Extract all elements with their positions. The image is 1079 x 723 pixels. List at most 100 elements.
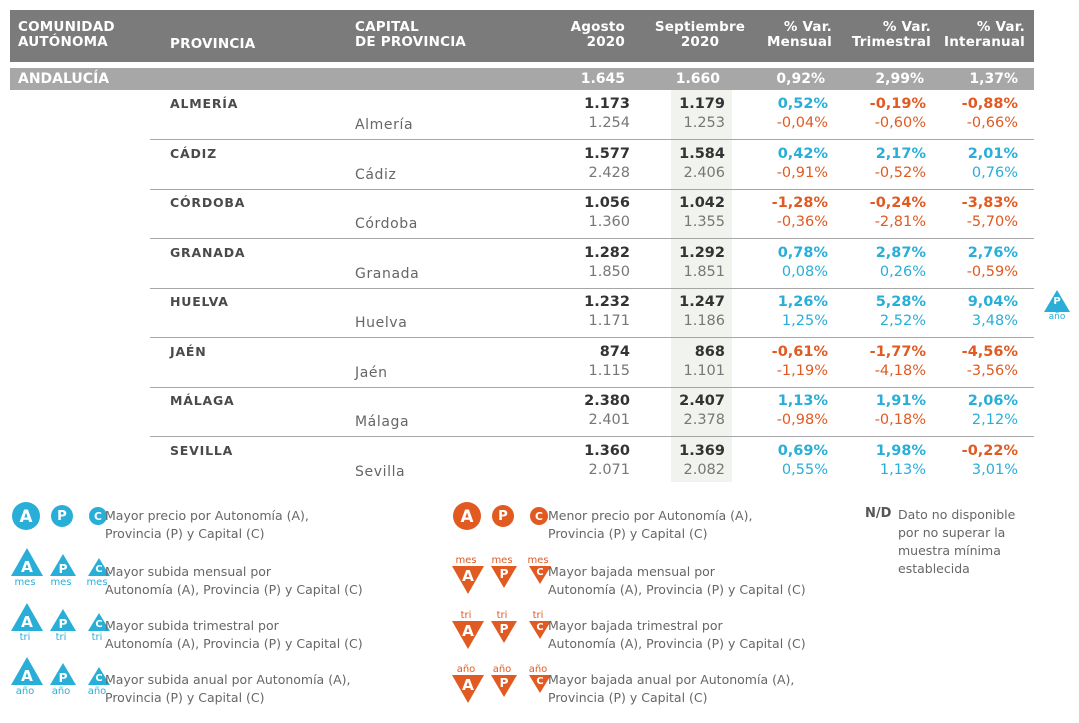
capital-agosto: 2.428 — [588, 164, 630, 181]
side-icon-caption: año — [1048, 312, 1066, 322]
capital-var-interanual: -0,66% — [966, 115, 1018, 131]
province-var-mensual: 0,52% — [777, 96, 828, 112]
capital-var-interanual: 3,48% — [971, 313, 1018, 329]
icon-letter: C — [95, 619, 103, 631]
province-septiembre: 1.247 — [679, 294, 725, 310]
province-var-mensual: 1,26% — [777, 294, 828, 310]
province-name: CÁDIZ — [170, 145, 217, 161]
icon-caption: año — [456, 664, 476, 675]
icon-letter: C — [95, 673, 103, 685]
icon-caption: tri — [532, 610, 544, 621]
side-triangle-icon: P año — [1044, 290, 1070, 322]
province-var-mensual: 0,69% — [777, 442, 828, 459]
province-septiembre: 1.369 — [679, 442, 725, 459]
table-row: JAÉN Jaén 874 868 1.115 1.101 -0,61% -1,77% -4,5… — [150, 339, 1034, 388]
circle-c-icon: C — [525, 500, 555, 530]
capital-septiembre: 1.253 — [683, 115, 725, 131]
icon-letter: C — [95, 564, 103, 576]
nd-label: N/D — [865, 506, 892, 521]
legend-min-month: Mayor bajada mensual por Autonomía (A), … — [548, 564, 806, 597]
province-var-interanual: -4,56% — [961, 343, 1018, 360]
capital-name: Córdoba — [355, 216, 418, 232]
icon-letter: A — [462, 676, 474, 695]
capital-var-interanual: 3,01% — [971, 461, 1018, 478]
province-var-mensual: 1,13% — [777, 393, 828, 409]
icon-caption: mes — [86, 577, 108, 588]
capital-name: Sevilla — [355, 463, 406, 480]
table-row: MÁLAGA Málaga 2.380 2.407 2.401 2.378 1,13% 1,9… — [150, 388, 1034, 437]
region-interanual: 1,37% — [969, 71, 1018, 87]
province-name: JAÉN — [170, 343, 207, 359]
capital-name: Jaén — [355, 364, 388, 381]
table-row: GRANADA Granada 1.282 1.292 1.850 1.851 0,78% 2… — [150, 240, 1034, 289]
header-agosto: Agosto 2020 — [570, 19, 625, 50]
capital-name: Granada — [355, 265, 420, 282]
capital-agosto: 1.115 — [588, 362, 630, 379]
capital-name: Málaga — [355, 414, 410, 430]
legend-max-price: Mayor precio por Autonomía (A), Provinci… — [105, 508, 309, 541]
capital-septiembre: 2.406 — [683, 164, 725, 181]
icon-caption: año — [15, 686, 35, 697]
capital-var-trimestral: -0,52% — [874, 164, 926, 181]
icon-caption: tri — [55, 632, 67, 643]
province-var-mensual: -0,61% — [771, 343, 828, 360]
region-name: ANDALUCÍA — [18, 71, 110, 87]
province-var-interanual: 9,04% — [967, 294, 1018, 310]
table-header: COMUNIDAD AUTÓNOMA PROVINCIA CAPITAL DE … — [10, 10, 1034, 62]
province-var-trimestral: -0,19% — [869, 96, 926, 112]
capital-agosto: 2.401 — [588, 412, 630, 428]
province-name: ALMERÍA — [170, 96, 239, 111]
province-septiembre: 868 — [694, 343, 725, 360]
province-name: GRANADA — [170, 244, 246, 260]
capital-var-mensual: -0,04% — [776, 115, 828, 131]
icon-letter: P — [51, 505, 73, 527]
header-var-mensual: % Var. Mensual — [767, 19, 832, 50]
icon-caption: mes — [50, 577, 72, 588]
header-var-trimestral: % Var. Trimestral — [851, 19, 931, 50]
capital-var-mensual: 0,08% — [781, 263, 828, 280]
province-var-trimestral: 2,87% — [875, 244, 926, 261]
capital-var-mensual: 1,25% — [781, 313, 828, 329]
province-var-mensual: -1,28% — [771, 195, 828, 211]
capital-var-trimestral: 0,26% — [879, 263, 926, 280]
legend-max-month: Mayor subida mensual por Autonomía (A), … — [105, 564, 363, 597]
capital-var-interanual: -3,56% — [966, 362, 1018, 379]
capital-agosto: 1.254 — [588, 115, 630, 131]
province-var-interanual: 2,06% — [967, 393, 1018, 409]
header-septiembre: Septiembre 2020 — [654, 19, 746, 50]
province-name: CÓRDOBA — [170, 195, 246, 210]
capital-var-interanual: -0,59% — [966, 263, 1018, 280]
circle-p-icon: P — [489, 500, 519, 530]
capital-agosto: 2.071 — [588, 461, 630, 478]
capital-septiembre: 2.082 — [683, 461, 725, 478]
province-var-trimestral: -0,24% — [869, 195, 926, 211]
circle-a-icon: A — [12, 500, 42, 530]
header-capital: CAPITAL DE PROVINCIA — [355, 19, 467, 50]
icon-caption: año — [87, 686, 107, 697]
province-var-trimestral: 2,17% — [875, 145, 926, 162]
capital-name: Almería — [355, 117, 414, 133]
icon-caption: tri — [496, 610, 508, 621]
icon-letter: P — [58, 670, 68, 685]
icon-letter: C — [536, 675, 544, 687]
province-agosto: 874 — [599, 343, 630, 360]
province-var-trimestral: 1,91% — [875, 393, 926, 409]
province-var-interanual: 2,01% — [967, 145, 1018, 162]
icon-letter: A — [462, 622, 474, 641]
province-septiembre: 1.292 — [679, 244, 725, 261]
icon-caption: año — [51, 686, 71, 697]
icon-caption: mes — [527, 555, 549, 566]
icon-letter: P — [499, 676, 509, 691]
province-septiembre: 1.179 — [679, 96, 725, 112]
